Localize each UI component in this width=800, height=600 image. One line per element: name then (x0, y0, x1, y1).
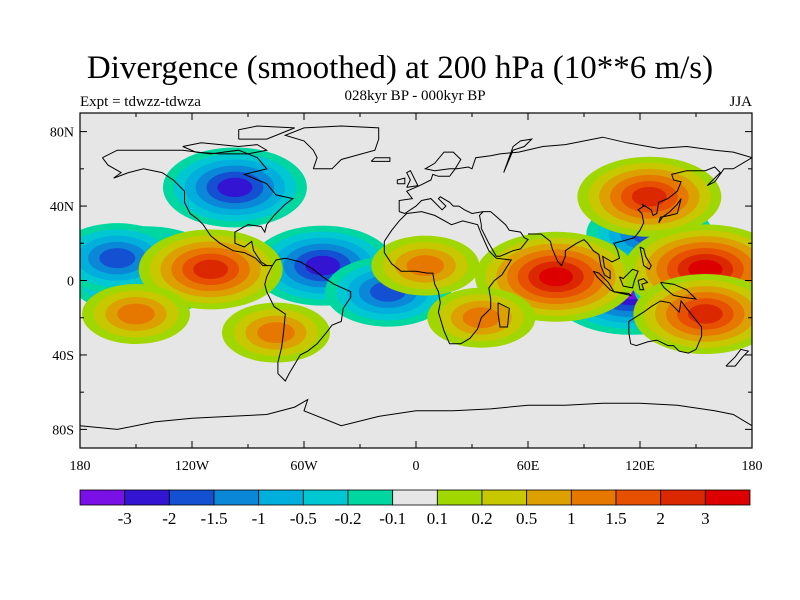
colorbar-label: 1.5 (605, 509, 626, 528)
coastline-segment (406, 170, 419, 188)
colorbar-label: -0.5 (290, 509, 317, 528)
coastline-segment (264, 257, 352, 382)
chart-title: Divergence (smoothed) at 200 hPa (10**6 … (86, 50, 714, 86)
x-tick-label: 120W (175, 459, 210, 474)
coastline-segment (619, 268, 639, 289)
anomaly-contour (217, 177, 253, 198)
colorbar-label: -3 (118, 509, 132, 528)
coastline-segment (637, 278, 649, 291)
y-axis: 80N 40N 0 40S 80S (50, 126, 752, 438)
coastline-segment (613, 291, 633, 297)
colorbar-label: 0.5 (516, 509, 537, 528)
x-tick-label: 180 (742, 459, 763, 474)
anomaly-center (162, 147, 307, 228)
colorbar-box (526, 489, 572, 506)
anomaly-center (475, 231, 637, 322)
coastline-segment (398, 136, 752, 212)
y-tick-label: 40N (50, 200, 74, 215)
y-tick-label: 80N (50, 126, 74, 141)
x-tick-label: 0 (413, 459, 420, 474)
colorbar-box (258, 489, 304, 506)
coastline-segment (497, 302, 510, 328)
y-tick-label: 0 (67, 275, 74, 290)
coastline-segment (660, 281, 698, 300)
anomaly-center (371, 235, 480, 296)
coastline-segment (399, 196, 484, 215)
colorbar-box (660, 489, 706, 506)
season-label: JJA (729, 94, 752, 110)
coastline-segment (102, 149, 294, 267)
colorbar-box (347, 489, 394, 506)
coastline-segment (592, 270, 616, 293)
colorbar-box (392, 489, 438, 506)
coastline-segment (283, 125, 380, 170)
coastlines (80, 125, 752, 430)
x-tick-label: 60W (290, 459, 318, 474)
anomaly-contour (99, 248, 136, 269)
colorbar-box (168, 489, 215, 506)
colorbar-box (124, 489, 170, 506)
colorbar-label: 0.2 (471, 509, 492, 528)
anomaly-center (82, 284, 190, 344)
colorbar-label: -0.2 (335, 509, 362, 528)
divergence-field (80, 147, 752, 363)
colorbar-box (481, 489, 528, 506)
colorbar-label: 1 (567, 509, 576, 528)
anomaly-contour (257, 322, 295, 344)
anomaly-contour (688, 259, 723, 279)
coastline-segment (182, 142, 269, 155)
coastline-segment (658, 198, 682, 224)
coastline-segment (639, 246, 652, 271)
y-tick-label: 40S (52, 349, 74, 364)
coastline-segment (478, 211, 529, 257)
colorbar-box (615, 489, 662, 506)
colorbar-label: 3 (701, 509, 710, 528)
anomaly-center (222, 302, 330, 363)
colorbar-box (570, 489, 617, 506)
colorbar-label: -0.1 (379, 509, 406, 528)
colorbar-box (79, 489, 126, 506)
coastline-segment (80, 398, 752, 430)
anomaly-contour (305, 255, 341, 276)
coastline-segment (528, 157, 752, 280)
chart-subtitle: 028kyr BP - 000kyr BP (344, 88, 486, 104)
anomaly-contour (631, 187, 667, 207)
anomaly-center (577, 156, 722, 237)
colorbar-label: -2 (162, 509, 176, 528)
anomaly-contour (193, 259, 229, 280)
colorbar: -3 -2 -1.5 -1 -0.5 -0.2 -0.1 0.1 0.2 0.5 1 1.5 2 3 (79, 489, 751, 528)
colorbar-box (436, 489, 483, 506)
x-tick-label: 180 (70, 459, 91, 474)
colorbar-box (704, 489, 751, 506)
coastline-segment (383, 211, 513, 345)
x-tick-label: 120E (625, 459, 655, 474)
y-tick-label: 80S (52, 423, 74, 438)
colorbar-label: 0.1 (427, 509, 448, 528)
experiment-label: Expt = tdwzz-tdwza (80, 94, 201, 110)
colorbar-label: 2 (656, 509, 665, 528)
x-tick-label: 60E (517, 459, 540, 474)
coastline-segment (725, 348, 750, 367)
anomaly-contour (117, 303, 155, 325)
anomaly-contour (687, 304, 723, 324)
coastline-segment (396, 177, 406, 185)
colorbar-label: -1.5 (201, 509, 228, 528)
coastline-segment (628, 299, 703, 354)
colorbar-box (213, 489, 260, 506)
coastline-segment (503, 138, 534, 173)
anomaly-contour (538, 267, 574, 287)
x-axis: 180 120W 60W 0 60E 120E 180 (70, 113, 763, 474)
coastline-segment (370, 157, 391, 162)
anomaly-center (633, 274, 752, 354)
coastline-segment (238, 125, 295, 140)
colorbar-box (302, 489, 349, 506)
colorbar-label: -1 (252, 509, 266, 528)
